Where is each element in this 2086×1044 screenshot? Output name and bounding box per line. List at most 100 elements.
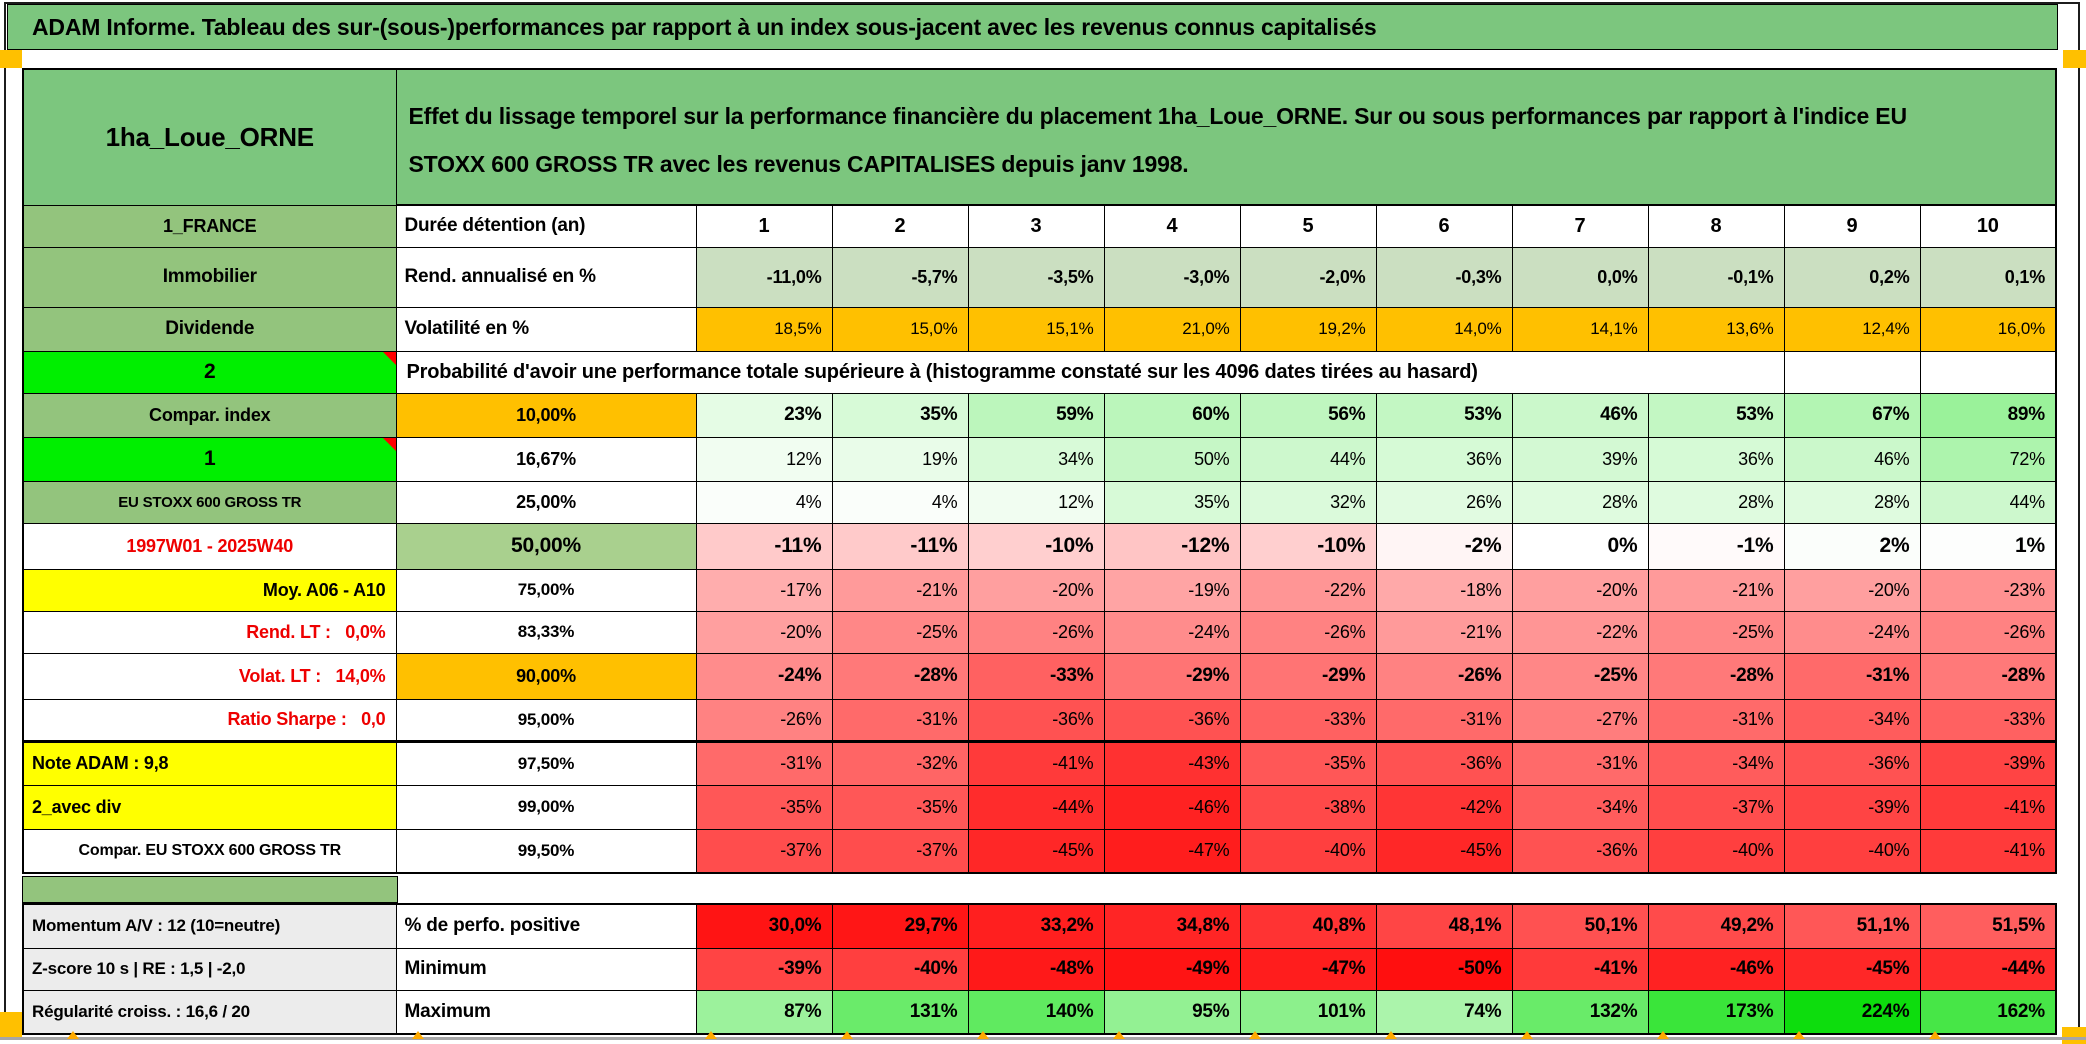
- data-cell[interactable]: 101%: [1239, 989, 1377, 1035]
- data-cell[interactable]: 12%: [967, 480, 1105, 524]
- data-cell[interactable]: 8: [1647, 204, 1785, 248]
- row-sublabel[interactable]: 90,00%: [395, 652, 697, 700]
- data-cell[interactable]: 23%: [695, 392, 833, 438]
- data-cell[interactable]: 19%: [831, 436, 969, 482]
- data-cell[interactable]: -28%: [1647, 652, 1785, 700]
- data-cell[interactable]: 34,8%: [1103, 903, 1241, 949]
- row-label[interactable]: Z-score 10 s | RE : 1,5 | -2,0: [22, 947, 397, 991]
- row-sublabel[interactable]: % de perfo. positive: [395, 903, 697, 949]
- data-cell[interactable]: -12%: [1103, 522, 1241, 570]
- data-cell[interactable]: -2,0%: [1239, 246, 1377, 308]
- data-cell[interactable]: -37%: [831, 828, 969, 874]
- data-cell[interactable]: -26%: [967, 610, 1105, 654]
- data-cell[interactable]: -47%: [1103, 828, 1241, 874]
- data-cell[interactable]: 140%: [967, 989, 1105, 1035]
- data-cell[interactable]: -25%: [831, 610, 969, 654]
- data-cell[interactable]: -11%: [831, 522, 969, 570]
- data-cell[interactable]: -33%: [1919, 698, 2057, 742]
- data-cell[interactable]: 4%: [695, 480, 833, 524]
- data-cell[interactable]: -36%: [1783, 739, 1921, 786]
- data-cell[interactable]: -45%: [967, 828, 1105, 874]
- data-cell[interactable]: 40,8%: [1239, 903, 1377, 949]
- data-cell[interactable]: 36%: [1375, 436, 1513, 482]
- data-cell[interactable]: -35%: [831, 784, 969, 830]
- data-cell[interactable]: 15,0%: [831, 306, 969, 352]
- data-cell[interactable]: 5: [1239, 204, 1377, 248]
- data-cell[interactable]: -47%: [1239, 947, 1377, 991]
- data-cell[interactable]: -24%: [1103, 610, 1241, 654]
- data-cell[interactable]: 0,0%: [1511, 246, 1649, 308]
- data-cell[interactable]: -39%: [695, 947, 833, 991]
- data-cell[interactable]: 0,2%: [1783, 246, 1921, 308]
- data-cell[interactable]: -41%: [967, 739, 1105, 786]
- row-sublabel[interactable]: Volatilité en %: [395, 306, 697, 352]
- data-cell[interactable]: -42%: [1375, 784, 1513, 830]
- data-cell[interactable]: 44%: [1919, 480, 2057, 524]
- data-cell[interactable]: -36%: [1103, 698, 1241, 742]
- data-cell[interactable]: -35%: [695, 784, 833, 830]
- data-cell[interactable]: -41%: [1919, 784, 2057, 830]
- row-sublabel[interactable]: 50,00%: [395, 522, 697, 570]
- data-cell[interactable]: -43%: [1103, 739, 1241, 786]
- data-cell[interactable]: -33%: [1239, 698, 1377, 742]
- data-cell[interactable]: 0,1%: [1919, 246, 2057, 308]
- data-cell[interactable]: -21%: [1375, 610, 1513, 654]
- data-cell[interactable]: 95%: [1103, 989, 1241, 1035]
- data-cell[interactable]: -5,7%: [831, 246, 969, 308]
- data-cell[interactable]: -0,1%: [1647, 246, 1785, 308]
- row-label[interactable]: 1997W01 - 2025W40: [22, 522, 397, 570]
- data-cell[interactable]: -31%: [695, 739, 833, 786]
- data-cell[interactable]: -50%: [1375, 947, 1513, 991]
- data-cell[interactable]: 132%: [1511, 989, 1649, 1035]
- data-cell[interactable]: -20%: [967, 568, 1105, 612]
- data-cell[interactable]: -20%: [695, 610, 833, 654]
- data-cell[interactable]: 67%: [1783, 392, 1921, 438]
- data-cell[interactable]: -40%: [1783, 828, 1921, 874]
- data-cell[interactable]: -44%: [967, 784, 1105, 830]
- title-bar[interactable]: ADAM Informe. Tableau des sur-(sous-)per…: [7, 4, 2058, 50]
- data-cell[interactable]: -40%: [1647, 828, 1785, 874]
- data-cell[interactable]: 35%: [1103, 480, 1241, 524]
- data-cell[interactable]: 7: [1511, 204, 1649, 248]
- row-sublabel[interactable]: Minimum: [395, 947, 697, 991]
- data-cell[interactable]: -38%: [1239, 784, 1377, 830]
- data-cell[interactable]: 72%: [1919, 436, 2057, 482]
- data-cell[interactable]: 1%: [1919, 522, 2057, 570]
- data-cell[interactable]: 9: [1783, 204, 1921, 248]
- data-cell[interactable]: 173%: [1647, 989, 1785, 1035]
- data-cell[interactable]: -20%: [1783, 568, 1921, 612]
- data-cell[interactable]: -19%: [1103, 568, 1241, 612]
- data-cell[interactable]: 29,7%: [831, 903, 969, 949]
- data-cell[interactable]: -10%: [1239, 522, 1377, 570]
- spacer-cell[interactable]: [22, 876, 398, 903]
- data-cell[interactable]: 26%: [1375, 480, 1513, 524]
- data-cell[interactable]: 44%: [1239, 436, 1377, 482]
- placement-name-cell[interactable]: 1ha_Loue_ORNE: [22, 68, 397, 206]
- data-cell[interactable]: -29%: [1239, 652, 1377, 700]
- data-cell[interactable]: 30,0%: [695, 903, 833, 949]
- data-cell[interactable]: 1: [695, 204, 833, 248]
- row-label[interactable]: Dividende: [22, 306, 397, 352]
- data-cell[interactable]: 53%: [1647, 392, 1785, 438]
- data-cell[interactable]: -41%: [1511, 947, 1649, 991]
- data-cell[interactable]: 28%: [1783, 480, 1921, 524]
- row-sublabel[interactable]: 16,67%: [395, 436, 697, 482]
- empty-cell[interactable]: [1783, 350, 1921, 394]
- data-cell[interactable]: 28%: [1647, 480, 1785, 524]
- data-cell[interactable]: -3,5%: [967, 246, 1105, 308]
- row-sublabel[interactable]: 99,50%: [395, 828, 697, 874]
- data-cell[interactable]: -35%: [1239, 739, 1377, 786]
- data-cell[interactable]: -45%: [1375, 828, 1513, 874]
- row-label[interactable]: Ratio Sharpe : 0,0: [22, 698, 397, 742]
- data-cell[interactable]: -26%: [1919, 610, 2057, 654]
- data-cell[interactable]: -22%: [1511, 610, 1649, 654]
- data-cell[interactable]: -45%: [1783, 947, 1921, 991]
- data-cell[interactable]: -36%: [1511, 828, 1649, 874]
- row-sublabel[interactable]: 25,00%: [395, 480, 697, 524]
- data-cell[interactable]: -1%: [1647, 522, 1785, 570]
- data-cell[interactable]: -46%: [1647, 947, 1785, 991]
- data-cell[interactable]: 0%: [1511, 522, 1649, 570]
- data-cell[interactable]: -36%: [1375, 739, 1513, 786]
- data-cell[interactable]: -49%: [1103, 947, 1241, 991]
- data-cell[interactable]: -40%: [1239, 828, 1377, 874]
